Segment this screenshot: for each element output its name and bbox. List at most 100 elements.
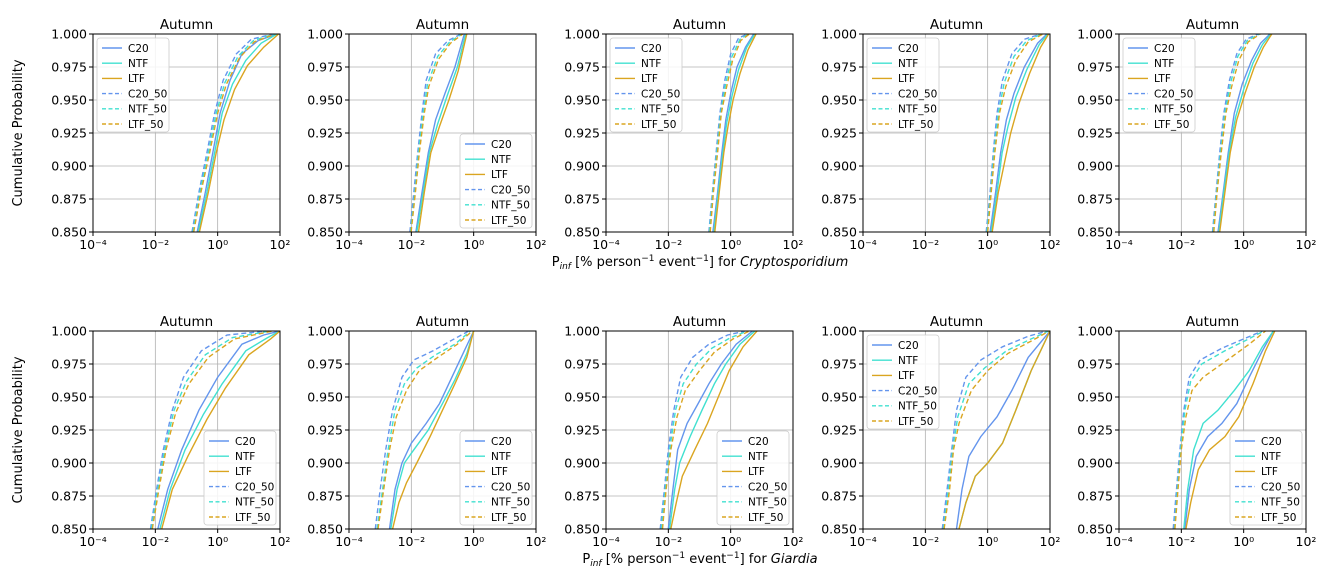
legend-label: LTF: [235, 466, 252, 478]
y-tick-label: 1.000: [307, 324, 343, 339]
legend-label: C20_50: [748, 481, 787, 493]
legend-label: C20: [641, 43, 662, 55]
y-tick-label: 0.925: [564, 423, 600, 438]
series-line-ltf: [417, 34, 468, 232]
x-axis-label: Pinf [% person−1 event−1] for Cryptospor…: [552, 254, 849, 272]
x-tick-label: 10⁰: [1233, 534, 1254, 549]
legend-label: C20_50: [641, 88, 680, 100]
y-tick-label: 0.850: [1077, 522, 1113, 537]
y-tick-label: 0.875: [1077, 489, 1113, 504]
x-tick-label: 10⁰: [207, 534, 228, 549]
subplot: 0.850 0.875 0.900 0.925 0.950 0.975 1.000 10⁻⁴ 1…: [1077, 314, 1316, 549]
x-tick-label: 10⁻⁴: [335, 534, 363, 549]
legend-label: LTF: [128, 73, 145, 85]
legend-label: NTF_50: [898, 104, 937, 116]
series-line-ntf: [990, 34, 1049, 232]
subplot-title: Autumn: [1186, 17, 1239, 33]
legend-label: LTF_50: [235, 512, 270, 524]
legend-label: C20_50: [235, 481, 274, 493]
subplot: 0.850 0.875 0.900 0.925 0.950 0.975 1.000 10⁻⁴ 1…: [821, 17, 1060, 252]
x-tick-label: 10⁻⁴: [849, 237, 877, 252]
series-line-ntf: [1183, 331, 1274, 529]
y-axis-label: Cumulative Probability: [11, 59, 26, 206]
legend: C20 NTF LTF C20_50 NTF_50 LTF_50: [459, 133, 533, 229]
x-tick-label: 10⁻⁴: [79, 534, 107, 549]
series-line-c20: [388, 331, 475, 529]
y-tick-label: 0.925: [1077, 423, 1113, 438]
series-line-c20: [712, 34, 755, 232]
y-tick-label: 0.900: [51, 456, 87, 471]
y-tick-label: 0.950: [564, 390, 600, 405]
legend-label: C20: [491, 139, 512, 151]
x-tick-label: 10²: [783, 237, 804, 252]
x-tick-label: 10⁰: [977, 237, 998, 252]
x-tick-label: 10⁻⁴: [849, 534, 877, 549]
y-tick-label: 0.900: [564, 159, 600, 174]
series-line-ntf: [713, 34, 756, 232]
series-line-ltf: [198, 34, 280, 232]
series-line-ntf: [390, 331, 475, 529]
y-tick-label: 0.875: [821, 489, 857, 504]
legend-label: LTF: [491, 466, 508, 478]
x-axis-label: Pinf [% person−1 event−1] for Giardia: [582, 551, 817, 567]
y-tick-label: 1.000: [1077, 324, 1113, 339]
y-tick-label: 0.925: [1077, 126, 1113, 141]
legend-label: C20: [235, 436, 256, 448]
legend-label: C20: [128, 43, 149, 55]
series-line-ltf-50: [661, 331, 750, 529]
legend-label: LTF: [491, 169, 508, 181]
series-line-ntf: [197, 34, 278, 232]
y-tick-label: 0.875: [564, 489, 600, 504]
x-tick-label: 10⁰: [463, 534, 484, 549]
subplot-title: Autumn: [160, 17, 213, 33]
x-tick-label: 10⁻⁴: [1105, 237, 1133, 252]
series-line-c20-50: [1211, 34, 1259, 232]
subplot-title: Autumn: [673, 17, 726, 33]
legend-label: NTF_50: [748, 497, 787, 509]
series-line-ltf: [714, 34, 757, 232]
series-line-ltf-50: [709, 34, 750, 232]
y-tick-label: 0.925: [821, 423, 857, 438]
legend: C20 NTF LTF C20_50 NTF_50 LTF_50: [96, 37, 170, 133]
x-tick-label: 10⁰: [720, 534, 741, 549]
legend-label: LTF_50: [641, 119, 676, 131]
legend-label: NTF_50: [491, 497, 530, 509]
legend-label: C20_50: [491, 184, 530, 196]
legend-label: NTF_50: [1154, 104, 1193, 116]
y-tick-label: 0.975: [1077, 357, 1113, 372]
legend: C20 NTF LTF C20_50 NTF_50 LTF_50: [609, 37, 683, 133]
subplot: 0.850 0.875 0.900 0.925 0.950 0.975 1.000 10⁻⁴ 1…: [564, 17, 803, 252]
y-tick-label: 1.000: [51, 27, 87, 42]
y-tick-label: 0.950: [51, 93, 87, 108]
series-line-c20-50: [708, 34, 748, 232]
x-tick-label: 10⁻²: [655, 534, 683, 549]
series-line-ltf-50: [1174, 331, 1266, 529]
x-tick-label: 10⁻⁴: [1105, 534, 1133, 549]
legend-label: C20: [898, 340, 919, 352]
legend-label: LTF: [641, 73, 658, 85]
legend-label: NTF: [1154, 58, 1174, 70]
legend-label: LTF_50: [491, 512, 526, 524]
series-line-ltf: [991, 34, 1050, 232]
subplot: 0.850 0.875 0.900 0.925 0.950 0.975 1.000 10⁻⁴ 1…: [307, 314, 546, 549]
y-tick-label: 0.975: [1077, 60, 1113, 75]
x-tick-label: 10⁻²: [912, 534, 940, 549]
x-tick-label: 10²: [270, 534, 291, 549]
series-line-c20-50: [409, 34, 462, 232]
series-line-c20-50: [659, 331, 746, 529]
series-line-ntf: [1218, 34, 1272, 232]
legend-label: LTF_50: [748, 512, 783, 524]
legend: C20 NTF LTF C20_50 NTF_50 LTF_50: [716, 430, 790, 526]
x-tick-label: 10⁻⁴: [592, 237, 620, 252]
series-line-c20-50: [941, 331, 1048, 529]
x-tick-label: 10⁻²: [142, 534, 170, 549]
y-tick-label: 0.875: [51, 489, 87, 504]
series-line-ltf: [670, 331, 758, 529]
legend-label: C20_50: [128, 88, 167, 100]
series-line-ltf: [391, 331, 475, 529]
y-tick-label: 1.000: [307, 27, 343, 42]
subplot: 0.850 0.875 0.900 0.925 0.950 0.975 1.000 10⁻⁴ 1…: [564, 314, 803, 549]
y-tick-label: 0.925: [51, 126, 87, 141]
subplot-title: Autumn: [930, 314, 983, 330]
legend-label: NTF_50: [128, 104, 167, 116]
